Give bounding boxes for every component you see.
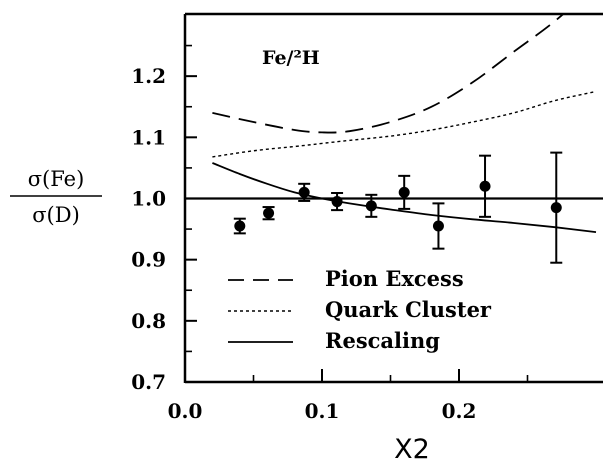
y-tick-label: 1.2 [131, 64, 166, 88]
series-pion-excess [212, 14, 565, 134]
data-point [233, 217, 246, 235]
data-point [331, 191, 344, 212]
x-tick-label: 0.1 [305, 399, 340, 423]
point-marker [550, 202, 562, 214]
y-axis-label-denominator: σ(D) [32, 203, 80, 227]
data-point [479, 154, 492, 218]
legend: Pion Excess Quark Cluster Rescaling [228, 266, 492, 353]
axis-tick-labels: 0.7 0.8 0.9 1.0 1.1 1.2 0.0 0.1 0.2 [131, 64, 476, 423]
point-marker [365, 200, 377, 212]
legend-label-rescaling: Rescaling [325, 328, 440, 353]
data-point [365, 193, 378, 218]
series-quark-cluster [212, 90, 597, 158]
plot-annotation: Fe/²H [262, 47, 320, 69]
y-tick-label: 0.9 [131, 248, 166, 272]
point-marker [263, 207, 275, 219]
x-tick-label: 0.2 [442, 399, 477, 423]
y-axis-label-numerator: σ(Fe) [28, 167, 85, 191]
axis-ticks [184, 44, 529, 383]
point-marker [298, 186, 310, 198]
data-point [432, 202, 445, 250]
x-axis-label: X2 [394, 434, 430, 465]
data-point [398, 174, 411, 210]
legend-label-pion-excess: Pion Excess [325, 266, 464, 291]
legend-label-quark-cluster: Quark Cluster [325, 297, 492, 322]
point-marker [234, 220, 246, 232]
data-point [550, 151, 563, 264]
y-tick-label: 0.8 [131, 309, 166, 333]
point-marker [479, 180, 491, 192]
data-points [233, 151, 563, 264]
x-tick-label: 0.0 [168, 399, 203, 423]
data-point [262, 206, 275, 221]
y-tick-label: 1.1 [131, 125, 166, 149]
y-axis-label: σ(Fe) σ(D) [10, 167, 102, 227]
point-marker [331, 196, 343, 208]
y-tick-label: 0.7 [131, 370, 166, 394]
point-marker [398, 186, 410, 198]
point-marker [432, 220, 444, 232]
y-tick-label: 1.0 [131, 186, 166, 210]
data-point [298, 182, 311, 202]
